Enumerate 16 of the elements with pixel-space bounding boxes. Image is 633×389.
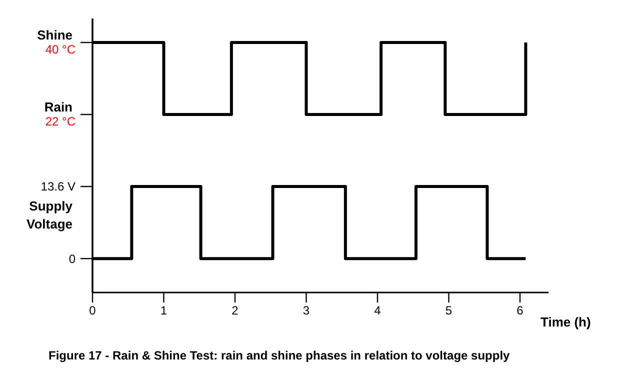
text: Supply Voltage [26,198,74,232]
y-tick-label: 22 °C [45,114,76,128]
x-tick-label: 0 [89,304,96,318]
x-tick-label: 2 [232,304,239,318]
text: Rain [44,100,73,114]
x-tick-label: 6 [516,304,524,318]
y-tick-label: 40 °C [45,42,76,56]
x-tick-label: 5 [445,304,452,318]
y2-tick-label: 0 [68,252,76,266]
x-axis-title: Time (h) [540,314,591,330]
text: Shine [37,28,73,42]
x-tick-label: 4 [374,304,382,318]
y2-tick-label: 13.6 V [40,180,76,194]
caption: Figure 17 - Rain & Shine Test: rain and shine phases in relation to voltage supply [48,348,510,362]
x-tick-label: 1 [160,304,168,318]
x-tick-label: 3 [302,304,310,318]
